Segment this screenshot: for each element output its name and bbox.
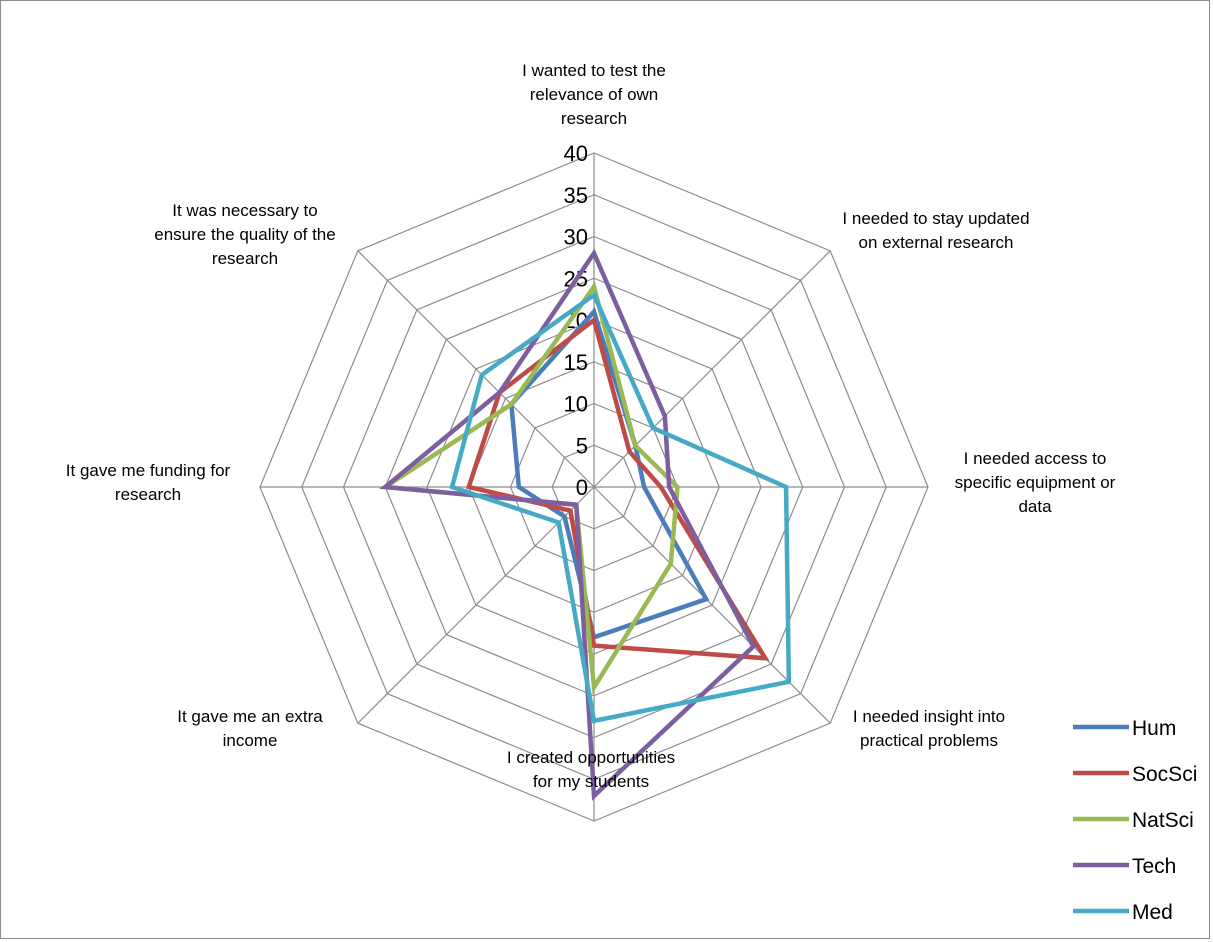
category-label-line: data: [1018, 497, 1052, 516]
legend-label: Hum: [1132, 717, 1176, 740]
legend-label: Med: [1132, 901, 1173, 924]
category-label-5: I created opportunities for my students: [507, 748, 675, 791]
series-line-med: [449, 291, 792, 724]
category-label-7: It gave me funding for research: [66, 461, 231, 504]
category-label-line: It was necessary to: [172, 201, 318, 220]
category-label-line: I needed insight into: [853, 707, 1005, 726]
category-label-line: income: [223, 731, 278, 750]
legend-entry-tech: Tech: [1073, 855, 1176, 878]
category-label-line: for my students: [533, 772, 649, 791]
legend: Hum SocSci NatSci Tech Med: [1073, 717, 1197, 924]
category-label-line: I needed to stay updated: [842, 209, 1029, 228]
category-label-line: It gave me funding for: [66, 461, 231, 480]
grid-spoke-4: [593, 486, 831, 724]
category-label-line: I created opportunities: [507, 748, 675, 767]
category-label-layer: I wanted to test the relevance of own rese…: [66, 61, 1116, 791]
legend-label: NatSci: [1132, 809, 1194, 832]
series-line-natsci: [378, 281, 680, 695]
category-label-2: I needed to stay updated on external rese…: [842, 209, 1029, 252]
series-line-tech: [379, 248, 757, 801]
category-label-4: I needed insight into practical problems: [853, 707, 1005, 750]
category-label-line: ensure the quality of the: [154, 225, 335, 244]
series-layer: [378, 248, 792, 801]
category-label-8: It was necessary to ensure the quality of…: [154, 201, 335, 268]
category-label-3: I needed access to specific equipment or d…: [955, 449, 1116, 516]
tick-label: 40: [564, 141, 588, 166]
tick-label: 5: [576, 433, 588, 458]
category-label-line: specific equipment or: [955, 473, 1116, 492]
category-label-line: I needed access to: [964, 449, 1107, 468]
tick-label: 10: [564, 392, 588, 417]
category-label-line: research: [212, 249, 278, 268]
legend-label: Tech: [1132, 855, 1176, 878]
tick-label: 35: [564, 183, 588, 208]
grid-spoke-8: [357, 250, 595, 488]
grid-layer: [259, 152, 929, 822]
legend-entry-hum: Hum: [1073, 717, 1176, 740]
category-label-line: practical problems: [860, 731, 998, 750]
legend-entry-natsci: NatSci: [1073, 809, 1194, 832]
category-label-line: research: [115, 485, 181, 504]
category-label-line: research: [561, 109, 627, 128]
category-label-line: I wanted to test the: [522, 61, 666, 80]
legend-label: SocSci: [1132, 763, 1197, 786]
tick-label: 15: [564, 350, 588, 375]
category-label-1: I wanted to test the relevance of own rese…: [522, 61, 666, 128]
series-line-socsci: [465, 316, 770, 661]
category-label-line: on external research: [859, 233, 1014, 252]
legend-entry-med: Med: [1073, 901, 1173, 924]
category-label-line: It gave me an extra: [177, 707, 323, 726]
tick-label: 30: [564, 225, 588, 250]
category-label-line: relevance of own: [530, 85, 659, 104]
grid-spoke-2: [593, 250, 831, 488]
category-label-6: It gave me an extra income: [177, 707, 323, 750]
grid-spoke-6: [357, 486, 595, 724]
legend-entry-socsci: SocSci: [1073, 763, 1197, 786]
tick-label: 0: [576, 475, 588, 500]
